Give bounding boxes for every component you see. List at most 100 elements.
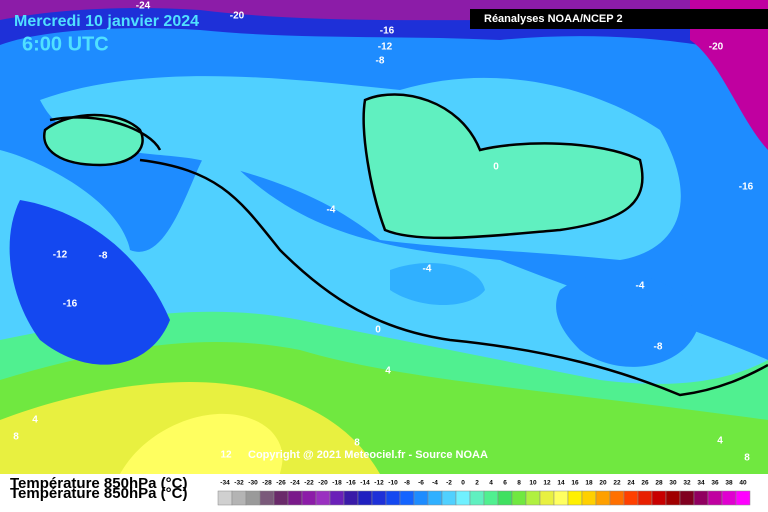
color-swatch: [399, 490, 415, 506]
colorbar-tick-label: -32: [234, 480, 244, 487]
colorbar: -34 -32 -30 -28 -26 -24 -22 -20 -18 -16 -14 -12 -10-…: [217, 480, 751, 506]
colorbar-tick-label: 24: [627, 480, 635, 487]
contour-label: 8: [354, 438, 360, 449]
color-swatch: [735, 490, 751, 506]
colorbar-tick-label: 36: [711, 480, 719, 487]
contour-label: 0: [493, 162, 499, 173]
color-swatch: [245, 490, 261, 506]
colorbar-tick-label: -28: [262, 480, 272, 487]
color-swatch: [441, 490, 457, 506]
color-swatch: [609, 490, 625, 506]
colorbar-tick-label: -18: [332, 480, 342, 487]
contour-label: -12: [378, 42, 393, 53]
colorbar-tick-label: 34: [697, 480, 705, 487]
contour-label: -16: [380, 26, 395, 37]
color-swatch: [357, 490, 373, 506]
colorbar-tick-label: 8: [517, 480, 521, 487]
color-swatch: [301, 490, 317, 506]
temperature-field: [0, 0, 768, 474]
contour-label: -4: [423, 264, 432, 275]
color-swatch: [539, 490, 555, 506]
color-swatch: [455, 490, 471, 506]
contour-label: -12: [53, 250, 68, 261]
color-swatch: [665, 490, 681, 506]
color-swatch: [679, 490, 695, 506]
colorbar-tick-label: 10: [529, 480, 537, 487]
color-swatch: [371, 490, 387, 506]
colorbar-tick-label: -22: [304, 480, 314, 487]
contour-label: -20: [230, 11, 245, 22]
legend-title: Température 850hPa (°C): [10, 475, 187, 492]
colorbar-tick-label: -10: [388, 480, 398, 487]
legend-title: Température 850hPa (°C): [10, 485, 187, 502]
color-swatch: [259, 490, 275, 506]
contour-label: -20: [709, 42, 724, 53]
colorbar-tick-label: 12: [543, 480, 551, 487]
colorbar-tick-label: -26: [276, 480, 286, 487]
contour-label: -8: [376, 56, 385, 67]
colorbar-tick-label: 6: [503, 480, 507, 487]
color-swatch: [343, 490, 359, 506]
color-swatch: [693, 490, 709, 506]
contour-label: 4: [717, 436, 723, 447]
color-swatch: [329, 490, 345, 506]
contour-label: -24: [136, 1, 151, 12]
colorbar-tick-label: 0: [461, 480, 465, 487]
colorbar-tick-label: -4: [432, 480, 438, 487]
colorbar-tick-label: -16: [346, 480, 356, 487]
contour-label: 12: [220, 450, 232, 461]
color-swatch: [525, 490, 541, 506]
contour-label: -8: [99, 251, 108, 262]
date-label: Mercredi 10 janvier 2024: [14, 13, 199, 30]
contour-label: -16: [739, 182, 754, 193]
colorbar-tick-label: 28: [655, 480, 663, 487]
contour-label: -16: [63, 299, 78, 310]
contour-labels: -24 -20 -16 -12 -8 -20 -16 0 -4 -12 -8 -16 -4 -4 -8 0 4 4…: [13, 1, 753, 464]
colorbar-tick-label: -24: [290, 480, 300, 487]
color-swatch: [385, 490, 401, 506]
contour-label: -4: [636, 281, 645, 292]
contour-label: 8: [744, 453, 750, 464]
colorbar-tick-label: -2: [446, 480, 452, 487]
color-swatch: [553, 490, 569, 506]
contour-label: 4: [32, 415, 38, 426]
colorbar-tick-label: 26: [641, 480, 649, 487]
colorbar-tick-label: 20: [599, 480, 607, 487]
color-swatch: [721, 490, 737, 506]
colorbar-tick-label: 32: [683, 480, 691, 487]
colorbar-tick-label: -6: [418, 480, 424, 487]
colorbar-tick-label: 4: [489, 480, 493, 487]
colorbar-tick-label: 18: [585, 480, 593, 487]
color-swatch: [413, 490, 429, 506]
colorbar-tick-label: -34: [220, 480, 230, 487]
contour-label: 0: [375, 325, 381, 336]
color-swatch: [483, 490, 499, 506]
color-swatch: [273, 490, 289, 506]
copyright: Copyright @ 2021 Meteociel.fr - Source N…: [248, 449, 488, 461]
color-swatch: [623, 490, 639, 506]
colorbar-tick-label: 38: [725, 480, 733, 487]
color-swatch: [511, 490, 527, 506]
color-swatch: [707, 490, 723, 506]
color-swatch: [427, 490, 443, 506]
color-swatch: [637, 490, 653, 506]
color-swatch: [595, 490, 611, 506]
color-swatch: [217, 490, 233, 506]
colorbar-tick-label: 2: [475, 480, 479, 487]
color-swatch: [287, 490, 303, 506]
colorbar-tick-label: 40: [739, 480, 747, 487]
color-swatch: [469, 490, 485, 506]
color-swatch: [651, 490, 667, 506]
colorbar-tick-label: 16: [571, 480, 579, 487]
colorbar-tick-label: 30: [669, 480, 677, 487]
colorbar-tick-label: 14: [557, 480, 565, 487]
color-swatch: [581, 490, 597, 506]
colorbar-tick-label: -8: [404, 480, 410, 487]
colorbar-tick-label: 22: [613, 480, 621, 487]
color-swatch: [497, 490, 513, 506]
contour-label: -4: [327, 205, 336, 216]
contour-label: 8: [13, 432, 19, 443]
source-box: [470, 9, 768, 29]
colorbar-tick-label: -12: [374, 480, 384, 487]
